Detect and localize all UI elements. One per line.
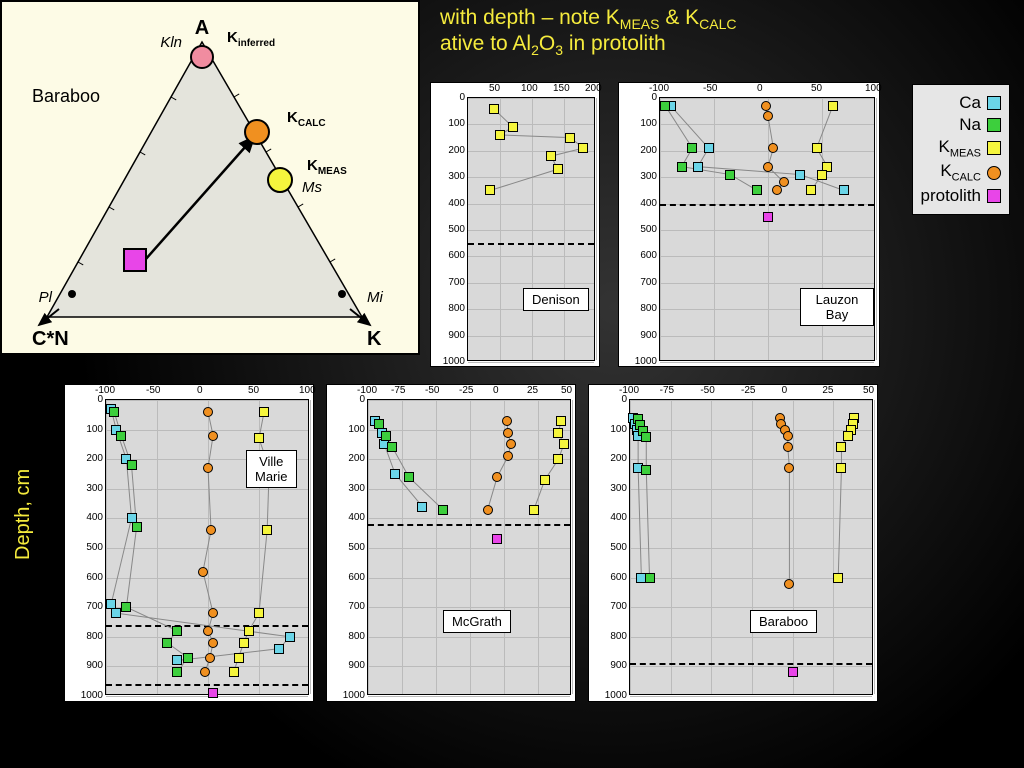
y-axis-label: Depth, cm <box>12 469 35 560</box>
depth-chart-ville-marie: VilleMarie-100-5005010001002003004005006… <box>64 384 314 702</box>
chart-label: Lauzon Bay <box>800 288 874 326</box>
svg-text:Mi: Mi <box>367 289 383 306</box>
legend-item: Ca <box>921 93 1001 113</box>
depth-chart-denison: Denison501001502000100200300400500600700… <box>430 82 600 367</box>
svg-text:Ms: Ms <box>302 179 322 196</box>
page-title: with depth – note KMEAS & KCALCative to … <box>440 6 1000 58</box>
chart-label: McGrath <box>443 610 511 633</box>
ternary-diagram: A C*N K Baraboo Kln Kinferred KCALC KMEAS Ms Pl Mi <box>0 0 420 355</box>
legend-item: protolith <box>921 186 1001 206</box>
svg-text:C*N: C*N <box>32 328 69 350</box>
chart-label: Denison <box>523 288 589 311</box>
legend-item: KCALC <box>921 161 1001 183</box>
legend-item: KMEAS <box>921 137 1001 159</box>
legend-item: Na <box>921 115 1001 135</box>
svg-text:K: K <box>367 328 382 350</box>
chart-label: Baraboo <box>750 610 817 633</box>
chart-label: VilleMarie <box>246 450 297 488</box>
svg-text:Baraboo: Baraboo <box>32 86 100 106</box>
depth-chart-baraboo: Baraboo-100-75-50-2502550010020030040050… <box>588 384 878 702</box>
svg-text:KMEAS: KMEAS <box>307 157 347 177</box>
svg-text:A: A <box>195 17 209 39</box>
depth-chart-mcgrath: McGrath-100-75-50-2502550010020030040050… <box>326 384 576 702</box>
svg-text:Pl: Pl <box>39 289 53 306</box>
legend: CaNaKMEASKCALC protolith <box>912 84 1010 215</box>
svg-text:KCALC: KCALC <box>287 109 326 129</box>
depth-chart-lauzon-bay: Lauzon Bay-100-5005010001002003004005006… <box>618 82 880 367</box>
svg-text:Kinferred: Kinferred <box>227 29 275 49</box>
svg-text:Kln: Kln <box>160 34 182 51</box>
